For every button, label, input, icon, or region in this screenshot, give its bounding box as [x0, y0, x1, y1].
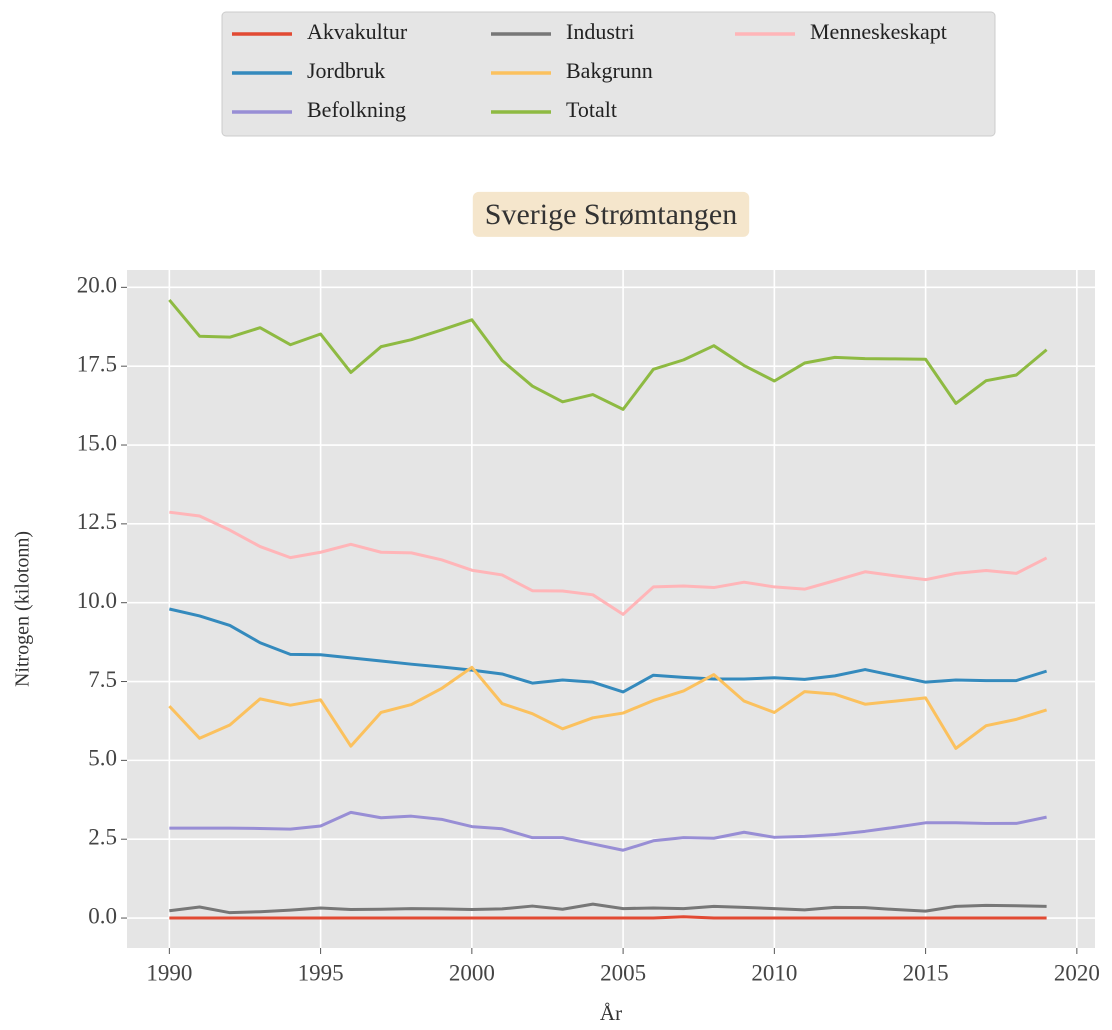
- series-line: [169, 607, 1048, 694]
- title-box: [472, 191, 750, 237]
- x-tick-label: 2000: [449, 960, 495, 985]
- y-tick-label: 5.0: [88, 746, 117, 771]
- series-line: [169, 510, 1048, 616]
- y-tick-label: 17.5: [77, 351, 117, 376]
- y-tick-label: 20.0: [77, 273, 117, 298]
- y-axis-label: Nitrogen (kilotonn): [12, 531, 34, 687]
- legend-label: Menneskeskapt: [810, 19, 947, 44]
- y-tick-label: 2.5: [88, 824, 117, 849]
- legend-label: Totalt: [566, 97, 617, 122]
- series-line: [168, 665, 1048, 750]
- legend-label: Jordbruk: [307, 58, 385, 83]
- y-tick-label: 12.5: [77, 509, 117, 534]
- x-tick-label: 2005: [600, 960, 646, 985]
- x-tick-label: 2010: [751, 960, 797, 985]
- legend-label: Bakgrunn: [566, 58, 653, 83]
- x-tick-label: 2020: [1054, 960, 1100, 985]
- legend-box: [221, 11, 996, 137]
- y-tick-label: 10.0: [77, 588, 117, 613]
- x-tick-label: 1995: [298, 960, 344, 985]
- x-axis-label: År: [600, 1001, 622, 1025]
- legend-label: Befolkning: [307, 97, 406, 122]
- series-line: [168, 298, 1048, 411]
- legend-label: Akvakultur: [307, 19, 408, 44]
- y-tick-label: 7.5: [88, 667, 117, 692]
- series-line: [169, 902, 1047, 915]
- x-tick-label: 2015: [903, 960, 949, 985]
- y-tick-label: 15.0: [77, 430, 117, 455]
- plot-area: [127, 270, 1095, 948]
- series-line: [169, 915, 1047, 920]
- chart-title: Sverige Strømtangen: [485, 198, 737, 231]
- y-tick-label: 0.0: [88, 903, 117, 928]
- legend-label: Industri: [566, 19, 634, 44]
- series-line: [169, 810, 1047, 852]
- x-tick-label: 1990: [146, 960, 192, 985]
